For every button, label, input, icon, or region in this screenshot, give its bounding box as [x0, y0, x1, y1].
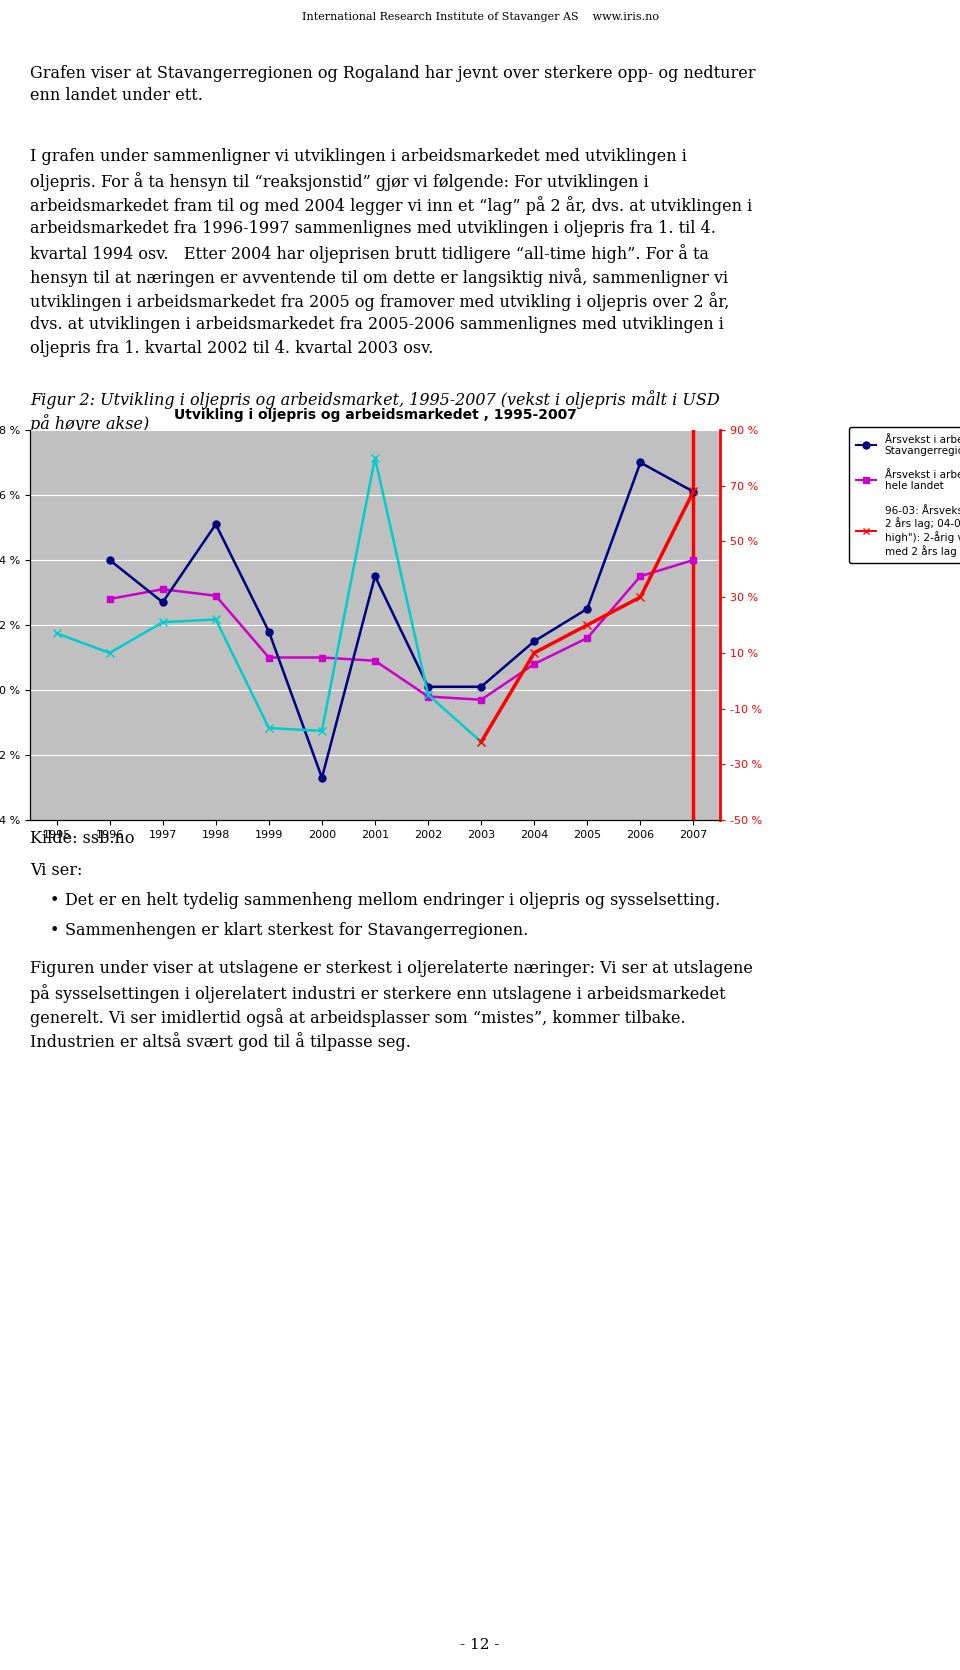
Text: Vi ser:: Vi ser:: [30, 862, 83, 878]
Text: Grafen viser at Stavangerregionen og Rogaland har jevnt over sterkere opp- og ne: Grafen viser at Stavangerregionen og Rog…: [30, 65, 756, 82]
Text: på sysselsettingen i oljerelatert industri er sterkere enn utslagene i arbeidsma: på sysselsettingen i oljerelatert indust…: [30, 984, 726, 1004]
Text: I grafen under sammenligner vi utviklingen i arbeidsmarkedet med utviklingen i: I grafen under sammenligner vi utvikling…: [30, 149, 686, 165]
Text: Det er en helt tydelig sammenheng mellom endringer i oljepris og sysselsetting.: Det er en helt tydelig sammenheng mellom…: [65, 892, 720, 908]
Text: hensyn til at næringen er avventende til om dette er langsiktig nivå, sammenlign: hensyn til at næringen er avventende til…: [30, 267, 728, 287]
Text: arbeidsmarkedet fram til og med 2004 legger vi inn et “lag” på 2 år, dvs. at utv: arbeidsmarkedet fram til og med 2004 leg…: [30, 195, 753, 215]
Text: International Research Institute of Stavanger AS    www.iris.no: International Research Institute of Stav…: [301, 12, 659, 22]
Text: på høyre akse): på høyre akse): [30, 414, 149, 433]
Legend: Årsvekst i arbeidsmarkedet,
Stavangerregionen, Årsvekst i arbeidsmarkedet,
hele : Årsvekst i arbeidsmarkedet, Stavangerreg…: [850, 428, 960, 563]
Text: oljepris. For å ta hensyn til “reaksjonstid” gjør vi følgende: For utviklingen i: oljepris. For å ta hensyn til “reaksjons…: [30, 172, 649, 190]
Text: generelt. Vi ser imidlertid også at arbeidsplasser som “mistes”, kommer tilbake.: generelt. Vi ser imidlertid også at arbe…: [30, 1009, 685, 1027]
Text: oljepris fra 1. kvartal 2002 til 4. kvartal 2003 osv.: oljepris fra 1. kvartal 2002 til 4. kvar…: [30, 341, 433, 357]
Text: utviklingen i arbeidsmarkedet fra 2005 og framover med utvikling i oljepris over: utviklingen i arbeidsmarkedet fra 2005 o…: [30, 292, 730, 311]
Text: Kilde: ssb.no: Kilde: ssb.no: [30, 830, 134, 847]
Text: •: •: [50, 922, 60, 939]
Text: Figuren under viser at utslagene er sterkest i oljerelaterte næringer: Vi ser at: Figuren under viser at utslagene er ster…: [30, 960, 753, 977]
Text: - 12 -: - 12 -: [460, 1638, 500, 1652]
Title: Utvikling i oljepris og arbeidsmarkedet , 1995-2007: Utvikling i oljepris og arbeidsmarkedet …: [174, 407, 576, 423]
Text: enn landet under ett.: enn landet under ett.: [30, 87, 203, 104]
Text: Figur 2: Utvikling i oljepris og arbeidsmarket, 1995-2007 (vekst i oljepris målt: Figur 2: Utvikling i oljepris og arbeids…: [30, 391, 720, 409]
Text: Sammenhengen er klart sterkest for Stavangerregionen.: Sammenhengen er klart sterkest for Stava…: [65, 922, 528, 939]
Text: arbeidsmarkedet fra 1996-1997 sammenlignes med utviklingen i oljepris fra 1. til: arbeidsmarkedet fra 1996-1997 sammenlign…: [30, 220, 716, 237]
Text: •: •: [50, 892, 60, 908]
Text: kvartal 1994 osv.   Etter 2004 har oljeprisen brutt tidligere “all-time high”. F: kvartal 1994 osv. Etter 2004 har oljepri…: [30, 244, 709, 262]
Text: Industrien er altså svært god til å tilpasse seg.: Industrien er altså svært god til å tilp…: [30, 1032, 411, 1050]
Text: dvs. at utviklingen i arbeidsmarkedet fra 2005-2006 sammenlignes med utviklingen: dvs. at utviklingen i arbeidsmarkedet fr…: [30, 316, 724, 332]
